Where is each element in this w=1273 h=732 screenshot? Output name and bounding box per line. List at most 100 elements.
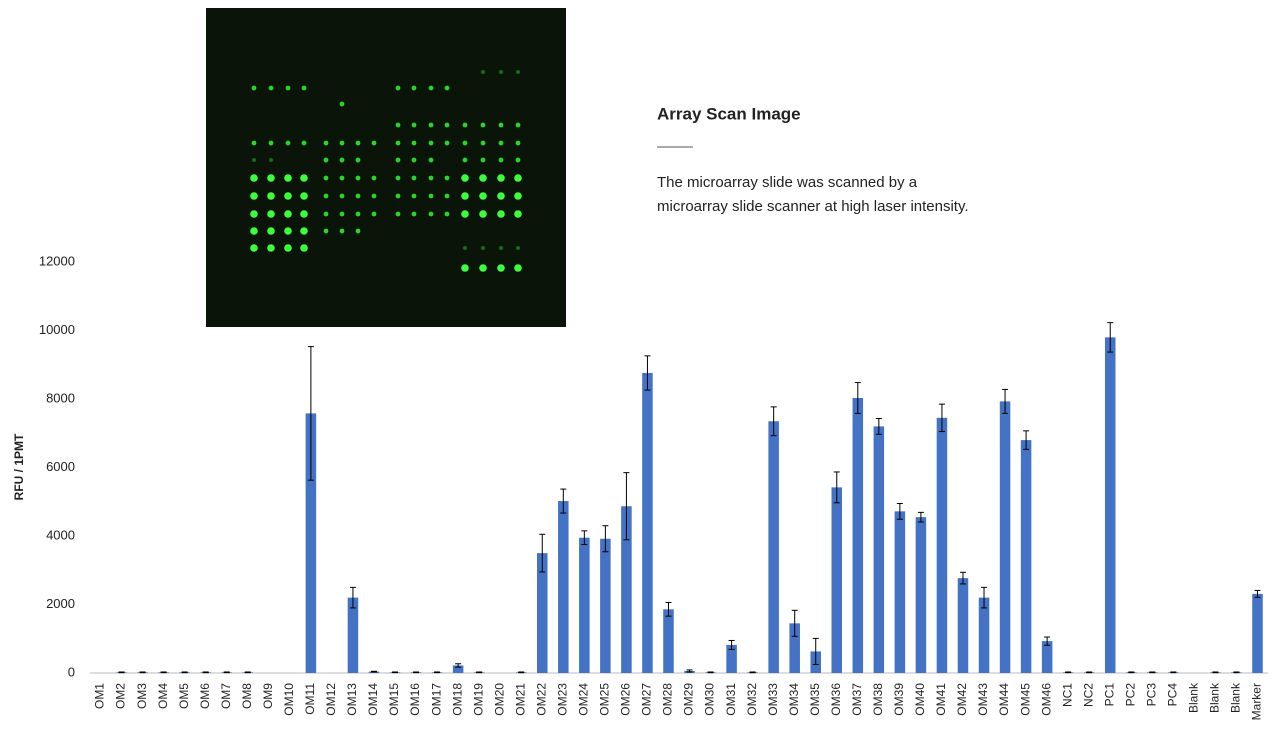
error-bar — [476, 672, 482, 673]
x-tick-label: OM45 — [1018, 683, 1032, 716]
scan-spot — [481, 123, 486, 128]
error-bar — [413, 672, 419, 673]
scan-spot — [324, 212, 329, 217]
scan-spot — [461, 174, 469, 182]
bar — [600, 539, 611, 673]
scan-spot — [340, 194, 345, 199]
scan-spot — [356, 141, 361, 146]
x-tick-label: OM23 — [555, 683, 569, 716]
x-tick-label: OM12 — [324, 683, 338, 716]
x-tick-label: Marker — [1250, 683, 1264, 720]
scan-spot — [252, 141, 257, 146]
scan-spot — [284, 210, 292, 218]
scan-spot — [516, 70, 520, 74]
scan-spot — [516, 158, 521, 163]
x-tick-label: OM27 — [640, 683, 654, 716]
caption-title: Array Scan Image — [657, 104, 801, 123]
x-tick-label: OM11 — [303, 683, 317, 715]
scan-spot — [445, 212, 450, 217]
scan-spot — [412, 123, 417, 128]
y-tick-label: 0 — [68, 664, 75, 679]
caption-text: microarray slide scanner at high laser i… — [657, 198, 969, 215]
scan-spot — [461, 264, 469, 272]
scan-spot — [499, 70, 503, 74]
scan-spot — [250, 227, 258, 235]
scan-spot — [269, 86, 274, 91]
scan-spot — [267, 192, 275, 200]
bar — [979, 598, 990, 673]
scan-spot — [412, 86, 417, 91]
x-tick-label: OM46 — [1039, 683, 1053, 716]
bar — [1000, 401, 1011, 673]
error-bar — [1086, 672, 1092, 673]
x-tick-label: OM6 — [198, 683, 212, 709]
error-bar — [1170, 672, 1176, 673]
scan-spot — [463, 246, 467, 250]
scan-spot — [412, 176, 417, 181]
scan-spot — [324, 176, 329, 181]
x-tick-label: PC1 — [1102, 683, 1116, 707]
error-bar — [119, 672, 125, 673]
x-tick-label: OM42 — [955, 683, 969, 716]
bar — [1021, 440, 1032, 673]
scan-spot — [372, 194, 377, 199]
error-bar — [224, 672, 230, 673]
x-tick-label: OM26 — [619, 683, 633, 716]
scan-spot — [302, 86, 307, 91]
bar — [348, 598, 359, 673]
scan-spot — [340, 229, 345, 234]
scan-spot — [412, 194, 417, 199]
scan-spot — [479, 210, 487, 218]
scan-spot — [300, 210, 308, 218]
scan-spot — [481, 246, 485, 250]
x-tick-label: OM17 — [429, 683, 443, 716]
scan-spot — [412, 158, 417, 163]
bar — [663, 609, 674, 673]
y-tick-label: 6000 — [46, 459, 75, 474]
error-bar — [687, 670, 693, 672]
scan-spot — [516, 141, 521, 146]
error-bar — [1149, 672, 1155, 673]
x-tick-label: OM29 — [682, 683, 696, 716]
x-tick-label: OM44 — [997, 683, 1011, 716]
scan-spot — [479, 174, 487, 182]
scan-spot — [481, 70, 485, 74]
scan-spot — [286, 141, 291, 146]
scan-spot — [300, 227, 308, 235]
scan-spot — [356, 158, 361, 163]
scan-spot — [250, 174, 258, 182]
scan-spot — [302, 141, 307, 146]
scan-spot — [250, 210, 258, 218]
x-tick-label: Blank — [1187, 682, 1201, 713]
x-tick-label: OM39 — [892, 683, 906, 716]
scan-spot — [267, 174, 275, 182]
scan-spot — [463, 123, 468, 128]
scan-spot — [396, 212, 401, 217]
y-tick-label: 4000 — [46, 527, 75, 542]
error-bar — [708, 672, 714, 673]
error-bar — [1128, 672, 1134, 673]
scan-spot — [516, 246, 520, 250]
scan-spot — [479, 192, 487, 200]
x-tick-label: OM36 — [829, 683, 843, 716]
bar — [958, 578, 969, 673]
x-tick-label: OM40 — [913, 683, 927, 716]
x-tick-label: NC1 — [1060, 683, 1074, 707]
bar — [579, 538, 590, 673]
error-bar — [1212, 672, 1218, 673]
scan-spot — [499, 246, 503, 250]
scan-spot — [516, 123, 521, 128]
scan-spot — [300, 192, 308, 200]
bar — [1252, 594, 1263, 673]
x-tick-label: OM35 — [808, 683, 822, 716]
x-tick-label: OM25 — [598, 683, 612, 716]
y-axis-label: RFU / 1PMT — [12, 433, 26, 500]
scan-spot — [324, 229, 329, 234]
scan-spot — [463, 141, 468, 146]
bar — [768, 421, 779, 673]
bar — [874, 426, 885, 673]
x-tick-label: OM38 — [871, 683, 885, 716]
bar — [1105, 337, 1116, 673]
scan-spot — [461, 210, 469, 218]
x-tick-label: PC2 — [1123, 683, 1137, 707]
